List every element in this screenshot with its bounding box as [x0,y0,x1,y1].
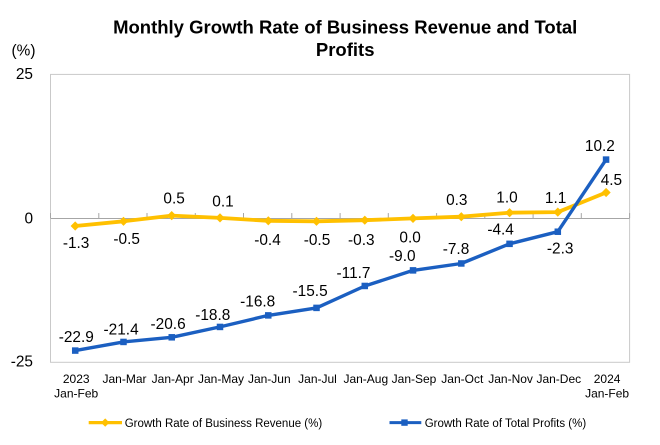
svg-text:-16.8: -16.8 [240,294,275,311]
svg-text:10.2: 10.2 [585,138,615,155]
svg-text:Jan-Feb: Jan-Feb [585,386,629,400]
svg-text:-2.3: -2.3 [547,240,574,257]
svg-text:Jan-Aug: Jan-Aug [343,372,388,386]
svg-text:-25: -25 [11,354,33,371]
svg-text:Jan-Feb: Jan-Feb [54,386,98,400]
svg-text:Jan-Oct: Jan-Oct [441,372,484,386]
svg-text:0.3: 0.3 [446,192,467,209]
svg-text:Profits: Profits [316,39,375,60]
svg-text:Jan-Jun: Jan-Jun [248,372,291,386]
svg-text:-18.8: -18.8 [195,307,230,324]
svg-text:25: 25 [16,66,33,83]
svg-text:Growth Rate of Business Revenu: Growth Rate of Business Revenue (%) [125,418,323,430]
svg-text:0.1: 0.1 [212,194,233,211]
svg-text:1.0: 1.0 [496,189,517,206]
svg-text:-1.3: -1.3 [63,235,90,252]
svg-text:-9.0: -9.0 [389,248,416,265]
svg-text:-4.4: -4.4 [487,221,514,238]
svg-text:-7.8: -7.8 [443,241,470,258]
svg-text:1.1: 1.1 [545,190,566,207]
svg-text:Jan-Dec: Jan-Dec [536,372,581,386]
svg-text:Jan-Jul: Jan-Jul [298,372,337,386]
svg-text:-11.7: -11.7 [337,265,371,282]
svg-text:-15.5: -15.5 [293,283,328,300]
svg-text:-0.5: -0.5 [304,232,331,249]
svg-text:2024: 2024 [594,372,621,386]
svg-text:Monthly Growth Rate of Busines: Monthly Growth Rate of Business Revenue … [113,16,577,37]
svg-text:-20.6: -20.6 [151,316,186,333]
svg-text:-0.3: -0.3 [348,232,375,249]
svg-text:-0.4: -0.4 [254,232,281,249]
svg-text:0: 0 [24,211,33,228]
svg-text:Jan-Mar: Jan-Mar [102,372,146,386]
svg-text:-22.9: -22.9 [59,329,94,346]
svg-text:2023: 2023 [63,372,90,386]
svg-text:-21.4: -21.4 [104,322,140,339]
svg-text:Jan-Nov: Jan-Nov [488,372,533,386]
svg-text:Jan-May: Jan-May [198,372,244,386]
svg-text:0.0: 0.0 [399,229,420,246]
svg-text:Jan-Apr: Jan-Apr [152,372,194,386]
svg-text:4.5: 4.5 [601,172,622,189]
svg-text:(%): (%) [12,43,36,60]
svg-text:-0.5: -0.5 [113,231,140,248]
svg-text:0.5: 0.5 [163,191,184,208]
svg-text:Growth Rate of Total Profits (: Growth Rate of Total Profits (%) [425,418,587,430]
svg-text:Jan-Sep: Jan-Sep [392,372,437,386]
